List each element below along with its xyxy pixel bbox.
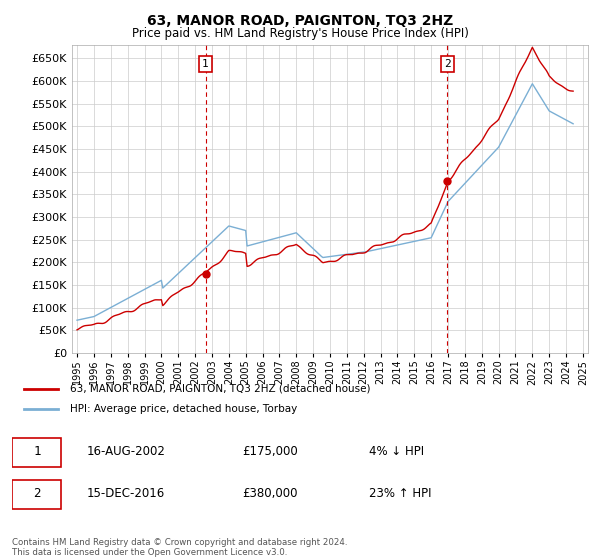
Text: 4% ↓ HPI: 4% ↓ HPI [369,445,424,458]
Text: 16-AUG-2002: 16-AUG-2002 [87,445,166,458]
FancyBboxPatch shape [12,438,61,467]
Text: 2: 2 [33,487,41,500]
Text: Price paid vs. HM Land Registry's House Price Index (HPI): Price paid vs. HM Land Registry's House … [131,27,469,40]
Text: HPI: Average price, detached house, Torbay: HPI: Average price, detached house, Torb… [70,404,297,414]
Text: £380,000: £380,000 [242,487,298,500]
Text: Contains HM Land Registry data © Crown copyright and database right 2024.
This d: Contains HM Land Registry data © Crown c… [12,538,347,557]
Text: 23% ↑ HPI: 23% ↑ HPI [369,487,431,500]
FancyBboxPatch shape [12,480,61,510]
Text: 1: 1 [202,59,209,69]
Text: 63, MANOR ROAD, PAIGNTON, TQ3 2HZ (detached house): 63, MANOR ROAD, PAIGNTON, TQ3 2HZ (detac… [70,384,370,394]
Text: 63, MANOR ROAD, PAIGNTON, TQ3 2HZ: 63, MANOR ROAD, PAIGNTON, TQ3 2HZ [147,14,453,28]
Text: 1: 1 [33,445,41,458]
Text: 2: 2 [444,59,451,69]
Text: £175,000: £175,000 [242,445,298,458]
Text: 15-DEC-2016: 15-DEC-2016 [87,487,165,500]
